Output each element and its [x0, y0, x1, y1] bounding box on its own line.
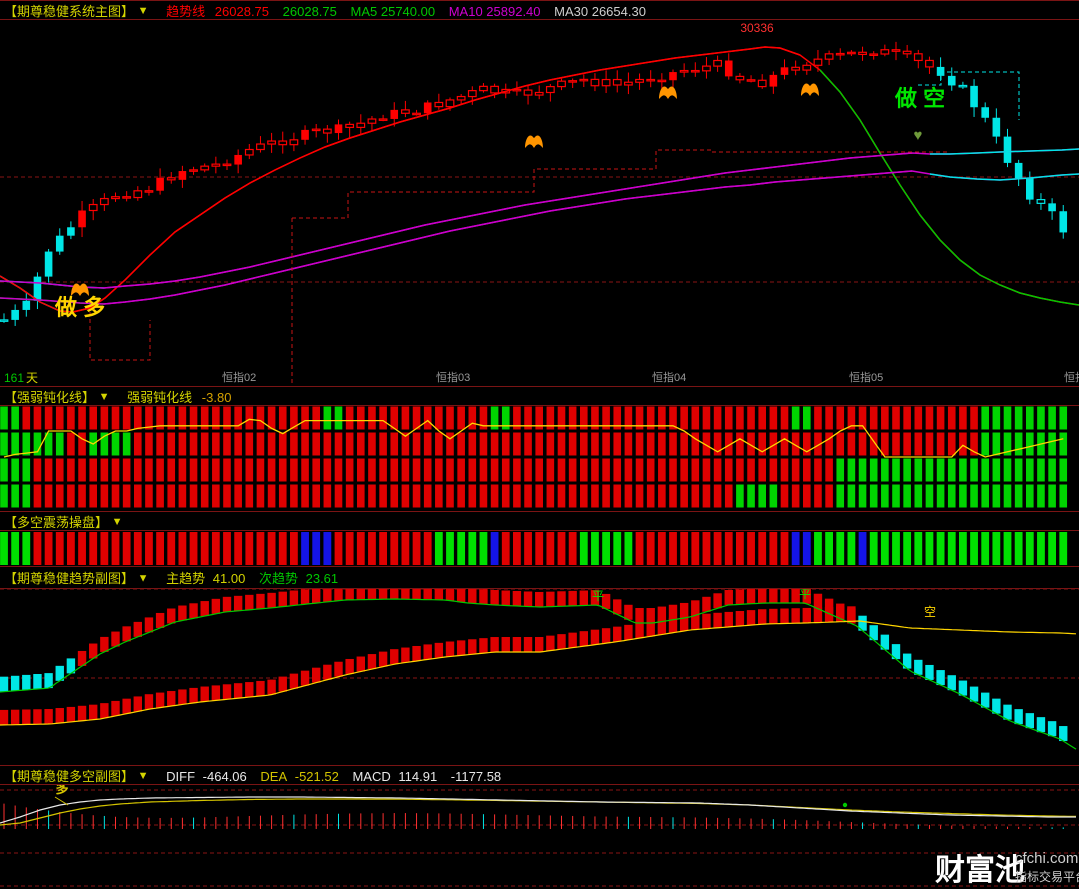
- svg-text:恒指03: 恒指03: [436, 370, 470, 384]
- svg-text:空: 空: [924, 605, 936, 619]
- svg-text:恒指05: 恒指05: [849, 370, 883, 384]
- svg-text:恒指06: 恒指06: [1064, 370, 1079, 384]
- svg-text:做 空: 做 空: [894, 86, 945, 111]
- svg-text:恒指04: 恒指04: [652, 370, 686, 384]
- svg-text:天: 天: [26, 371, 38, 385]
- svg-text:♥: ♥: [914, 127, 923, 144]
- svg-text:161: 161: [4, 371, 24, 385]
- svg-text:平: 平: [592, 589, 604, 603]
- svg-text:做 多: 做 多: [54, 295, 105, 320]
- svg-text:多: 多: [55, 785, 68, 796]
- svg-text:30336: 30336: [740, 21, 774, 35]
- svg-text:恒指02: 恒指02: [222, 370, 256, 384]
- svg-text:cfchi.com: cfchi.com: [1015, 850, 1078, 867]
- svg-text:财富池: 财富池: [935, 853, 1025, 887]
- svg-text:指标交易平台: 指标交易平台: [1015, 869, 1079, 884]
- svg-text:平: 平: [799, 589, 811, 601]
